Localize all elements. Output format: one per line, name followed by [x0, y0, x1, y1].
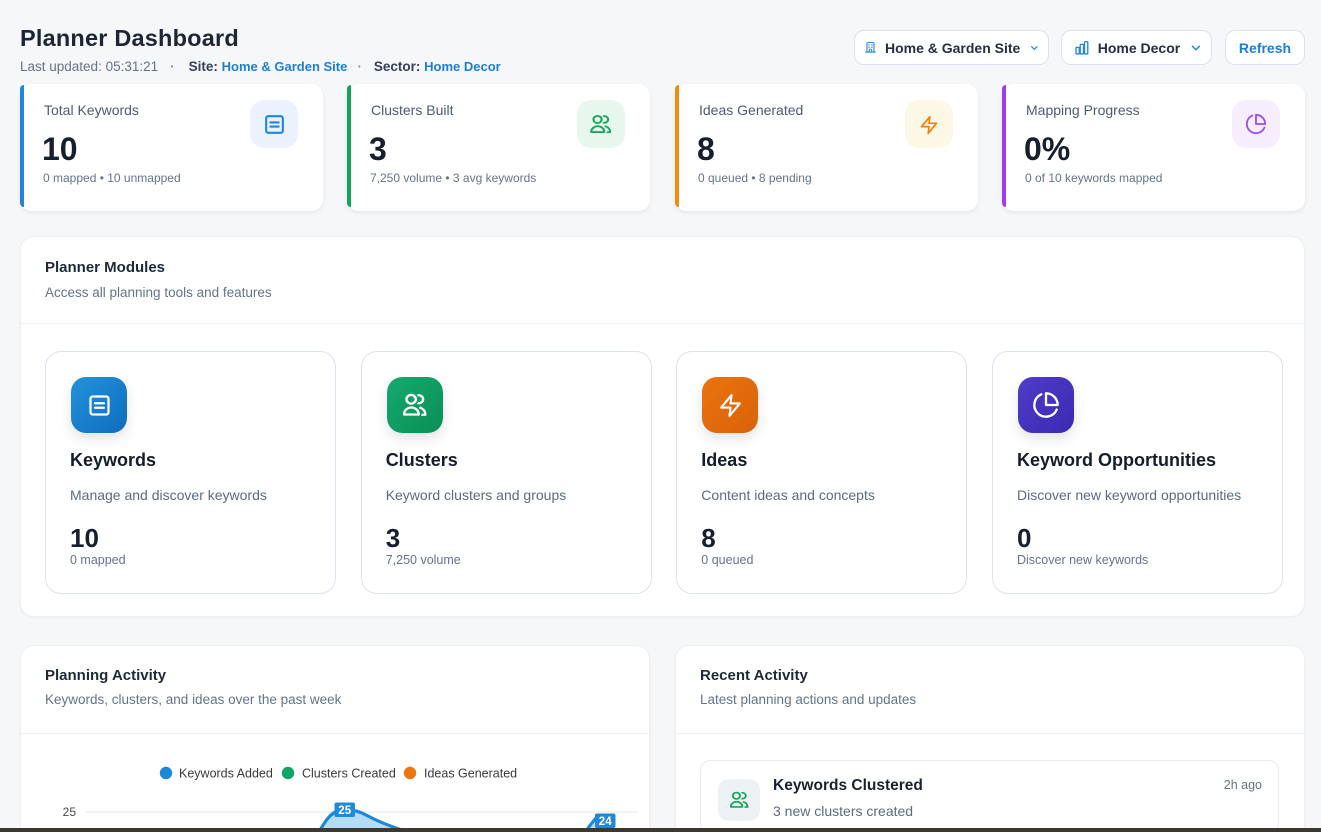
svg-text:25: 25: [338, 805, 351, 817]
svg-text:Keywords Added: Keywords Added: [179, 767, 273, 781]
svg-text:25: 25: [63, 805, 77, 819]
svg-text:24: 24: [599, 816, 612, 828]
svg-text:Ideas Generated: Ideas Generated: [424, 767, 517, 781]
svg-text:Clusters Created: Clusters Created: [302, 767, 396, 781]
